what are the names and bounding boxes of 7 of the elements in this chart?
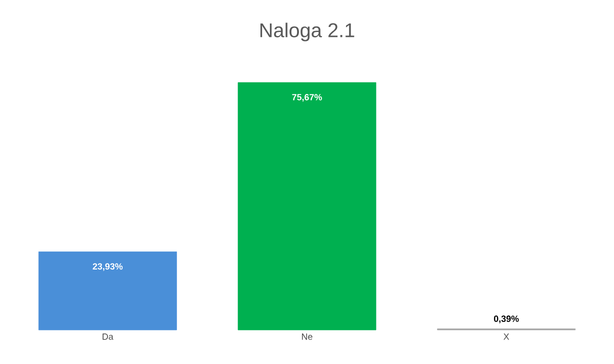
data-label: 0,39% [494,316,519,324]
x-tick-label: X [504,334,510,340]
chart-title: Naloga 2.1 [260,22,354,42]
data-label: 75,67% [292,94,322,102]
x-tick-label: Ne [302,334,312,340]
x-tick-label: Da [102,334,114,340]
data-label: 23,93% [92,263,123,271]
